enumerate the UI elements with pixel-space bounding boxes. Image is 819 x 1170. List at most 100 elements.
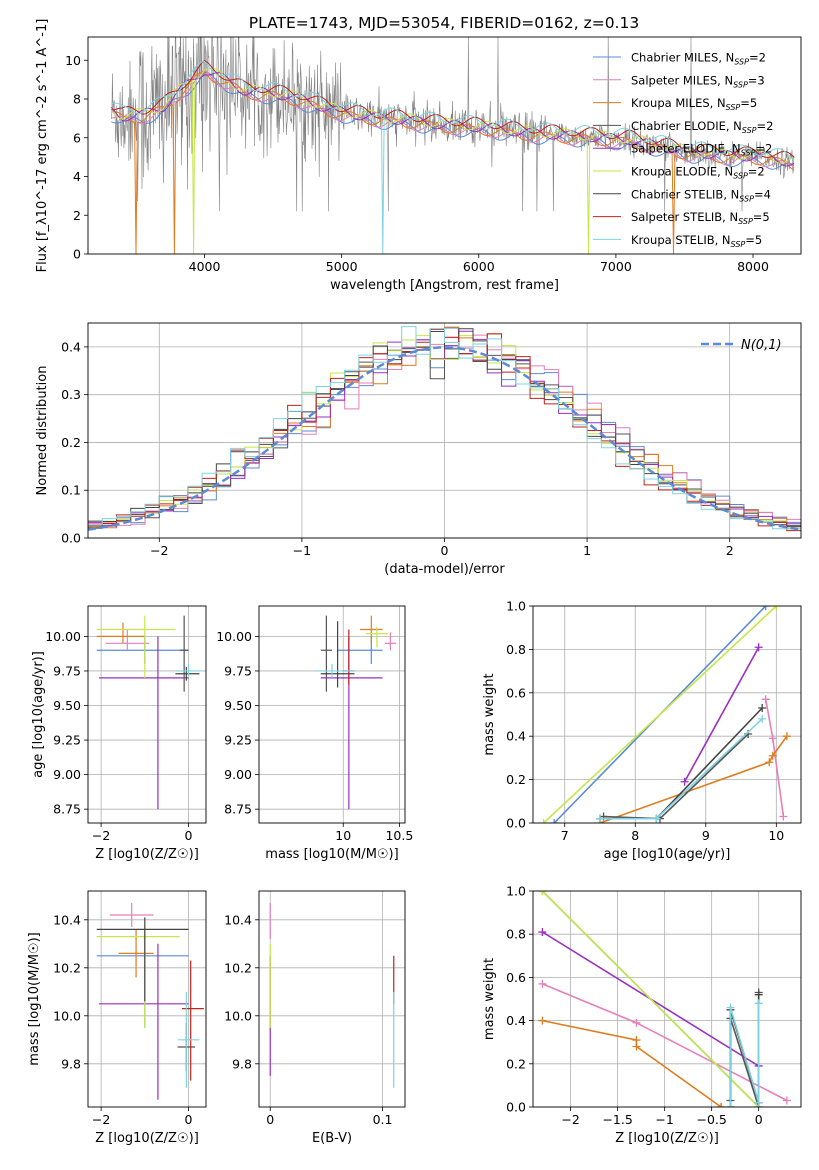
x-axis-label: Z [log10(Z/Z☉)] [615,1131,719,1146]
y-tick-label: 10.0 [224,1008,252,1023]
x-tick-label: −2 [561,1112,579,1127]
plot-frame [87,605,207,824]
ebv-mass-panel: 0 0.1 9.8 10.0 10.2 10.4 E(B-V) [224,890,406,1146]
y-tick-label: 9.25 [53,733,81,748]
age-weight-panel: 7 8 9 10 0.0 0.2 0.4 0.6 0.8 1.0 age [log10(age/yr… [482,599,802,862]
x-tick-label: 2 [726,543,734,558]
legend-label: Chabrier ELODIE, NSSP=2 [631,119,773,135]
weight-marker [768,734,777,743]
y-tick-label: 10.2 [53,960,81,975]
spectrum-model-line [111,71,795,254]
legend-label: Salpeter STELIB, NSSP=5 [631,210,770,226]
y-tick-label: 9.8 [61,1056,81,1071]
weight-marker [632,1042,641,1051]
y-tick-label: 1.0 [506,884,526,899]
spectrum-model-line [111,59,795,158]
residual-histogram [88,335,801,530]
weight-marker [772,606,781,610]
x-tick-label: 7 [561,828,569,843]
x-axis-label: mass [log10(M/M☉)] [265,847,398,862]
x-tick-label: 5000 [326,259,358,274]
z-age-panel: −2 0 8.75 9.00 9.25 9.50 9.75 10.00 Z [log10(Z/Z… [31,605,207,862]
weight-marker [680,777,689,786]
spectrum-panel: 4000 5000 6000 7000 8000 0 2 4 6 8 10 wavelength [A… [35,19,802,293]
weight-line [764,699,785,817]
weight-marker [538,891,547,895]
y-tick-label: 0.2 [506,1056,526,1071]
y-tick-label: 9.00 [224,767,252,782]
y-tick-label: 4 [73,169,81,184]
y-tick-label: 6 [73,130,81,145]
y-tick-label: 9.8 [232,1056,252,1071]
weight-marker [652,814,661,823]
y-tick-label: 0.1 [61,483,81,498]
weight-marker [538,979,547,988]
x-axis-label: wavelength [Angstrom, rest frame] [330,278,559,293]
weight-marker [761,606,770,610]
y-tick-label: 9.50 [53,698,81,713]
weight-line [600,707,763,820]
x-axis-label: Z [log10(Z/Z☉)] [95,1131,199,1146]
y-tick-label: 10.4 [224,912,252,927]
y-axis-label: Normed distribution [35,366,50,496]
y-tick-label: 9.25 [224,733,252,748]
weight-marker [754,643,763,652]
y-tick-label: 8.75 [224,802,252,817]
y-tick-label: 0.4 [61,339,81,354]
x-tick-label: 0 [266,1112,274,1127]
x-tick-label: 8000 [737,259,769,274]
weight-marker [782,732,791,741]
y-tick-label: 0.8 [506,642,526,657]
x-tick-label: 10 [768,828,784,843]
weight-marker [758,714,767,723]
x-tick-label: −1 [293,543,311,558]
weight-marker [632,1018,641,1027]
y-tick-label: 0.6 [506,970,526,985]
gaussian-curve [87,346,799,531]
x-axis-label: (data-model)/error [384,562,505,577]
plot-frame [532,605,802,824]
x-axis-label: Z [log10(Z/Z☉)] [95,847,199,862]
weight-marker [754,990,763,999]
z-mass-panel: −2 0 9.8 10.0 10.2 10.4 Z [log10(Z/Z☉)] mass [l… [27,890,207,1146]
y-axis-label: age [log10(age/yr)] [31,651,46,778]
z-weight-panel: −2 −1.5 −1 −0.5 0 0.0 0.2 0.4 0.6 0.8 1.0 Z [log10(… [482,884,802,1146]
weight-line [543,606,777,823]
weight-marker [726,1103,735,1107]
x-tick-label: −2 [150,543,168,558]
weight-marker [782,1096,791,1105]
plot-frame [258,890,406,1108]
y-tick-label: 0.3 [61,387,81,402]
legend-label: Salpeter MILES, NSSP=3 [631,73,765,89]
residual-histogram [88,346,801,529]
y-tick-label: 0 [73,247,81,262]
residual-histogram [88,326,801,530]
x-tick-label: −1.5 [602,1112,632,1127]
x-tick-label: 8 [631,828,639,843]
legend-label: N(0,1) [741,338,782,353]
y-tick-label: 10.0 [53,1008,81,1023]
x-tick-label: 0 [441,543,449,558]
weight-line [683,646,760,783]
y-tick-label: 0.0 [506,816,526,831]
y-tick-label: 9.75 [53,663,81,678]
x-tick-label: 0 [185,828,193,843]
x-axis-label: E(B-V) [312,1131,352,1146]
y-tick-label: 10 [65,53,81,68]
y-axis-label: mass [log10(M/M☉)] [27,932,42,1065]
y-axis-label: Flux [f_λ10^-17 erg cm^-2 s^-1 A^-1] [35,19,50,273]
y-tick-label: 0.4 [506,729,526,744]
x-tick-label: 0 [185,1112,193,1127]
legend-label: Salpeter ELODIE, NSSP=2 [631,142,772,158]
figure-title: PLATE=1743, MJD=53054, FIBERID=0162, z=0… [249,14,639,32]
y-tick-label: 10.00 [216,629,252,644]
weight-marker [754,999,763,1008]
y-tick-label: 0.6 [506,685,526,700]
spectrum-model-line [111,71,795,170]
y-tick-label: 10.4 [53,912,81,927]
legend-label: Chabrier MILES, NSSP=2 [631,51,766,67]
plot-frame [532,890,802,1108]
weight-marker [758,703,767,712]
weight-marker [765,758,774,767]
